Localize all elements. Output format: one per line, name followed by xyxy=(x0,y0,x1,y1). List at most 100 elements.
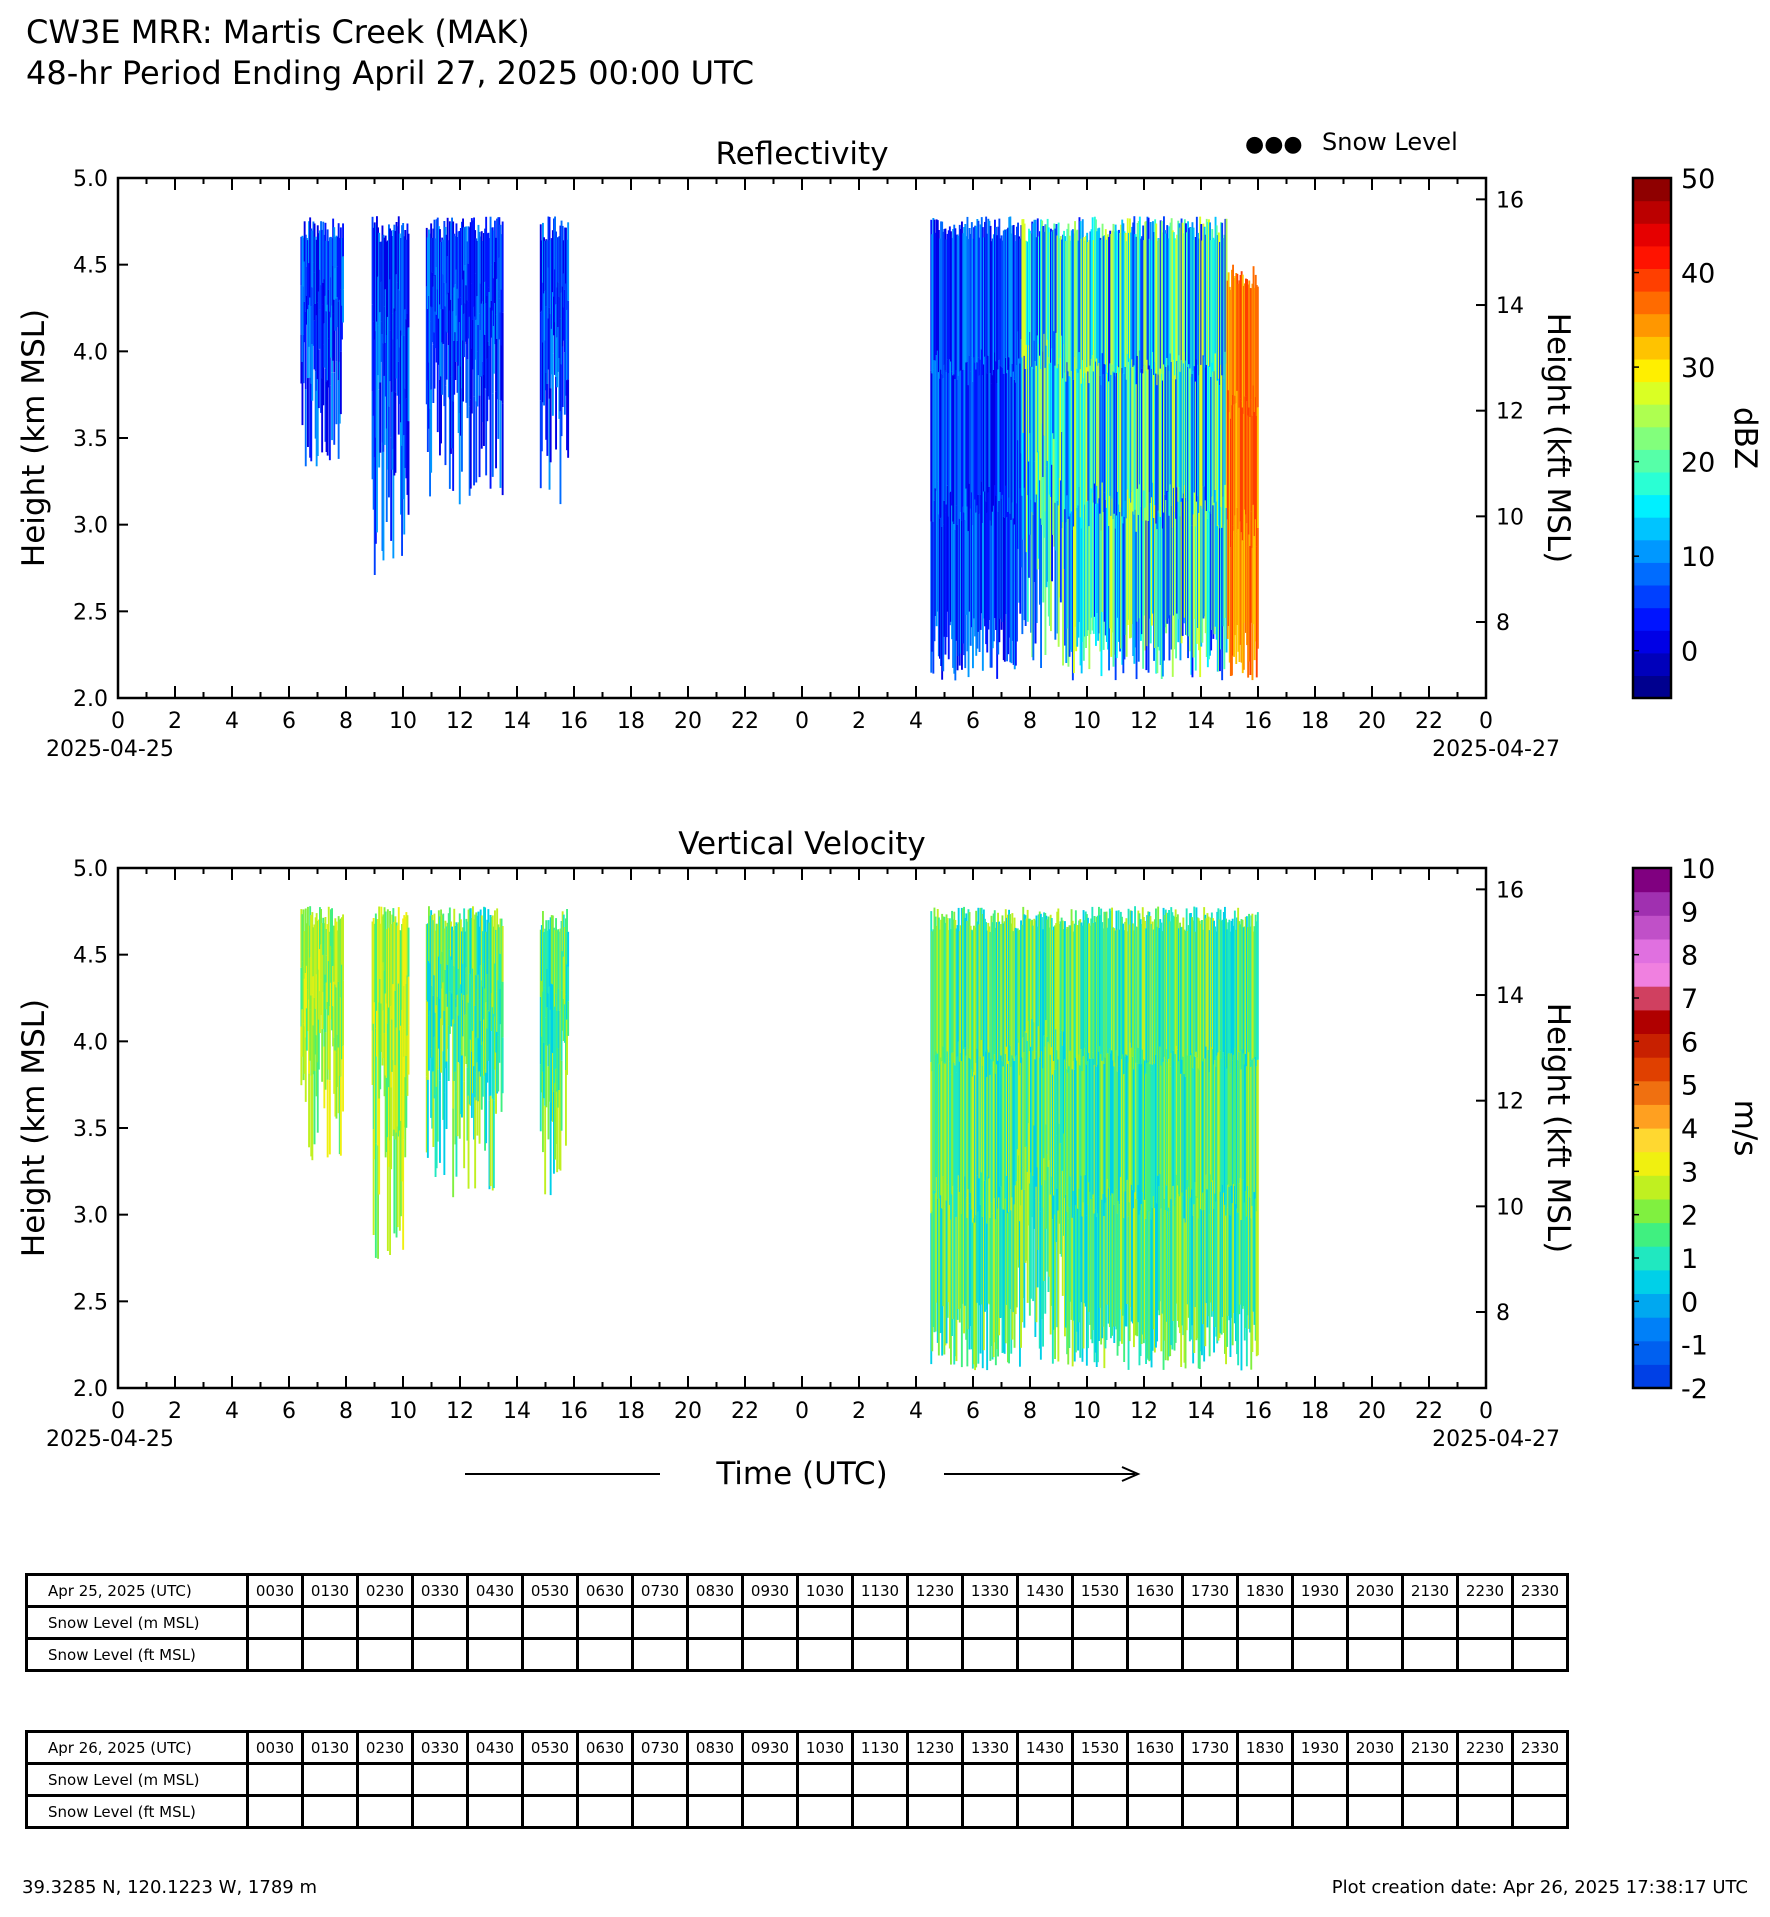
echo-cell xyxy=(1210,513,1213,651)
echo-cell xyxy=(1255,1211,1258,1357)
colorbar-swatch xyxy=(1633,1009,1671,1034)
echo-cell xyxy=(977,220,980,358)
echo-cell xyxy=(965,362,968,489)
echo-cell xyxy=(321,976,324,1029)
echo-cell xyxy=(987,492,990,630)
echo-cell xyxy=(496,278,499,339)
echo-cell xyxy=(326,304,329,381)
snow-level-cell xyxy=(796,1762,854,1797)
echo-cell xyxy=(300,1026,303,1086)
echo-cell xyxy=(985,1180,987,1310)
echo-cell xyxy=(996,1206,998,1349)
colorbar-swatch xyxy=(1633,938,1671,964)
echo-cell xyxy=(390,1005,393,1088)
echo-cell xyxy=(305,923,308,966)
echo-cell xyxy=(1131,1056,1134,1191)
echo-cell xyxy=(1111,907,1113,1051)
echo-cell xyxy=(485,389,488,476)
echo-cell xyxy=(1137,514,1140,662)
echo-cell xyxy=(1139,919,1142,1065)
echo-cell xyxy=(1036,1046,1039,1168)
echo-cell xyxy=(936,909,939,1054)
echo-cell xyxy=(1235,273,1238,404)
echo-cell xyxy=(397,361,400,435)
x-tick-label: 6 xyxy=(282,1399,296,1424)
snow-level-cell xyxy=(1511,1762,1569,1797)
echo-cell xyxy=(428,295,430,363)
echo-cell xyxy=(968,483,971,612)
echo-cell xyxy=(307,989,309,1032)
echo-cell xyxy=(1020,453,1023,568)
echo-cell xyxy=(478,395,481,478)
echo-cell xyxy=(454,998,457,1072)
time-cell: 1630 xyxy=(1126,1730,1184,1765)
echo-cell xyxy=(1211,496,1214,630)
echo-cell xyxy=(1000,1055,1003,1187)
echo-cell xyxy=(934,916,937,1055)
echo-cell xyxy=(437,956,440,1003)
echo-cell xyxy=(986,1077,989,1224)
echo-cell xyxy=(1059,358,1062,481)
x-tick-label: 4 xyxy=(225,1399,239,1424)
echo-cell xyxy=(1135,1062,1138,1199)
time-cell: 1930 xyxy=(1291,1573,1349,1608)
echo-cell xyxy=(1175,379,1177,519)
snow-level-cell xyxy=(1181,1605,1239,1640)
echo-cell xyxy=(984,221,986,357)
station-location: 39.3285 N, 120.1223 W, 1789 m xyxy=(22,1877,317,1898)
snow-level-cell xyxy=(1511,1637,1569,1672)
echo-cell xyxy=(1190,913,1192,1056)
echo-cell xyxy=(467,301,470,339)
y-tick-label: 2.0 xyxy=(73,1377,108,1402)
echo-cell xyxy=(475,912,478,975)
echo-cell xyxy=(1149,1212,1152,1361)
echo-cell xyxy=(1234,276,1237,396)
echo-cell xyxy=(1251,548,1254,681)
echo-cell xyxy=(1035,237,1038,366)
echo-cell xyxy=(440,1018,442,1073)
echo-cell xyxy=(402,407,405,499)
echo-cell xyxy=(1202,1192,1204,1325)
echo-cell xyxy=(959,925,962,1053)
echo-cell xyxy=(1079,517,1082,666)
echo-cell xyxy=(1217,378,1220,526)
echo-cell xyxy=(1198,375,1200,513)
echo-cell xyxy=(968,355,971,484)
echo-cell xyxy=(475,319,478,402)
echo-cell xyxy=(1048,363,1051,495)
echo-cell xyxy=(1095,503,1097,646)
snow-level-cell xyxy=(411,1762,469,1797)
echo-cell xyxy=(1238,534,1241,662)
echo-cell xyxy=(1177,501,1180,643)
echo-cell xyxy=(450,956,452,992)
colorbar-swatch xyxy=(1633,1222,1671,1247)
echo-cell xyxy=(379,382,382,453)
echo-cell xyxy=(317,291,320,350)
echo-cell xyxy=(1237,529,1240,652)
echo-cell xyxy=(1156,926,1158,1065)
snow-level-cell xyxy=(356,1605,414,1640)
echo-cell xyxy=(1088,383,1091,527)
echo-cell xyxy=(1190,376,1193,526)
echo-cell xyxy=(492,230,495,279)
echo-cell xyxy=(380,906,383,956)
echo-cell xyxy=(470,1051,473,1118)
echo-cell xyxy=(1080,383,1083,529)
echo-cell xyxy=(956,234,959,380)
echo-cell xyxy=(1159,919,1162,1047)
echo-cell xyxy=(1142,917,1145,1060)
echo-cell xyxy=(1256,407,1259,528)
echo-cell xyxy=(930,1213,933,1365)
echo-cell xyxy=(1152,1196,1155,1330)
y-tick-label: 2.0 xyxy=(73,687,108,712)
echo-cell xyxy=(994,927,997,1074)
time-cell: 2230 xyxy=(1456,1730,1514,1765)
echo-cell xyxy=(1130,502,1132,638)
echo-cell xyxy=(1110,233,1113,375)
echo-cell xyxy=(466,921,469,995)
echo-cell xyxy=(489,307,492,399)
echo-cell xyxy=(455,315,458,362)
echo-cell xyxy=(372,1129,375,1235)
echo-cell xyxy=(1011,502,1014,641)
echo-cell xyxy=(951,910,953,1053)
